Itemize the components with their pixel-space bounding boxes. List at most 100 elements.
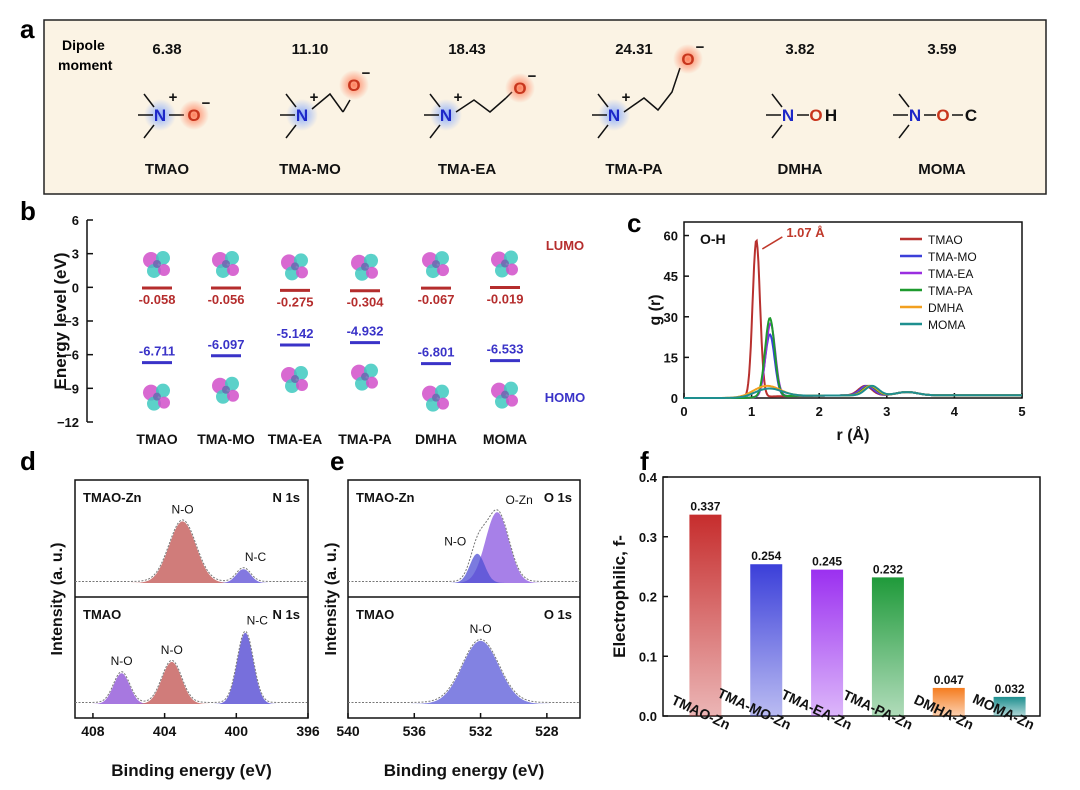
- negative-charge: −: [696, 39, 705, 56]
- oxygen-atom: O: [809, 106, 822, 125]
- y-tick-label: −9: [64, 381, 79, 396]
- orbital-illustration: [281, 253, 308, 281]
- bar: [932, 687, 965, 716]
- fitted-peak: [348, 553, 580, 583]
- y-tick-label: 0.3: [639, 530, 657, 545]
- x-axis-label: Binding energy (eV): [111, 761, 272, 780]
- x-tick-label: 3: [883, 404, 890, 419]
- dipole-value: 3.82: [785, 41, 814, 58]
- bar-value-label: 0.245: [812, 555, 842, 569]
- orbital-illustration: [212, 376, 239, 404]
- fitted-peak: [75, 521, 308, 583]
- positive-charge: +: [169, 89, 178, 106]
- lumo-value-label: -0.304: [347, 295, 385, 310]
- orbital-lobe: [153, 259, 161, 268]
- o-atom-glow: [505, 73, 535, 103]
- bar-value-label: 0.032: [995, 682, 1025, 696]
- methyl-bond: [285, 124, 297, 139]
- orbital-lobe: [432, 260, 440, 269]
- raw-data-envelope: [348, 509, 580, 582]
- homo-value-label: -6.533: [487, 342, 524, 357]
- y-tick-label: 45: [664, 269, 678, 284]
- nitrogen-atom: N: [782, 106, 794, 125]
- panel-label-f: f: [640, 446, 649, 476]
- panel-d-xps-n1s: 408 404 400 396 Binding energy (eV) Intensity…: [49, 479, 320, 780]
- x-tick-label: 540: [336, 723, 360, 739]
- bar-value-label: 0.254: [751, 549, 781, 563]
- oxygen-atom: O: [681, 50, 694, 69]
- carbon-atom: C: [965, 106, 977, 125]
- y-tick-label: −3: [64, 314, 79, 329]
- category-label: DMHA: [415, 431, 457, 447]
- molecule-name: DMHA: [778, 161, 823, 178]
- oxygen-atom: O: [513, 79, 526, 98]
- bar-value-label: 0.047: [934, 673, 964, 687]
- legend-label: DMHA: [928, 301, 963, 315]
- panel-a-box: [43, 19, 1047, 195]
- orbital-lobe: [366, 376, 378, 389]
- homo-value-label: -4.932: [347, 324, 384, 339]
- x-tick-label: 400: [225, 723, 249, 739]
- sample-label: TMAO: [356, 607, 394, 622]
- annotation-label: 1.07 Å: [786, 225, 825, 240]
- legend-label: TMA-PA: [928, 284, 972, 298]
- x-tick-label: 4: [951, 404, 959, 419]
- lumo-value-label: -0.275: [277, 294, 314, 309]
- orbital-lobe: [153, 392, 161, 401]
- methyl-bond: [771, 93, 783, 108]
- o-atom-glow: [179, 100, 209, 130]
- oxygen-atom: O: [347, 76, 360, 95]
- orbital-illustration: [351, 363, 378, 391]
- oxygen-atom: O: [936, 106, 949, 125]
- x-tick-label: 404: [153, 723, 177, 739]
- n-atom-glow: [430, 99, 462, 131]
- molecule-name: TMAO: [145, 161, 189, 178]
- methyl-bond: [771, 124, 783, 139]
- x-tick-label: 536: [403, 723, 427, 739]
- panel-label-a: a: [20, 14, 35, 44]
- orbital-lobe: [158, 396, 170, 409]
- y-tick-label: 3: [72, 247, 79, 262]
- methyl-bond: [143, 124, 155, 139]
- lumo-legend-label: LUMO: [546, 238, 584, 253]
- y-tick-label: 0.4: [639, 470, 658, 485]
- chart-title: O-H: [700, 231, 726, 247]
- x-axis-label: r (Å): [837, 425, 870, 444]
- orbital-illustration: [143, 383, 170, 411]
- y-tick-label: 0: [72, 280, 79, 295]
- nitrogen-atom: N: [440, 106, 452, 125]
- panel-e-xps-o1s: 540 536 532 528 Binding energy (eV) Intensity…: [323, 479, 581, 780]
- dipole-label-line1: Dipole: [62, 37, 105, 53]
- rdf-series-line: [684, 238, 1022, 399]
- orbital-lobe: [296, 379, 308, 392]
- orbital-lobe: [501, 390, 509, 399]
- methyl-bond: [898, 124, 910, 139]
- molecule-name: TMA-EA: [438, 161, 496, 178]
- core-level-label: O 1s: [544, 490, 572, 505]
- orbital-lobe: [366, 266, 378, 279]
- positive-charge: +: [622, 89, 631, 106]
- orbital-lobe: [291, 262, 299, 271]
- negative-charge: −: [528, 68, 537, 85]
- x-tick-label: 0: [680, 404, 687, 419]
- x-axis-label: Binding energy (eV): [384, 761, 545, 780]
- methyl-bond: [429, 124, 441, 139]
- positive-charge: +: [310, 89, 319, 106]
- y-tick-label: 0.2: [639, 590, 657, 605]
- y-tick-label: 60: [664, 229, 678, 244]
- homo-legend-label: HOMO: [545, 390, 585, 405]
- orbital-illustration: [491, 250, 518, 278]
- dipole-value: 11.10: [292, 41, 329, 58]
- homo-value-label: -6.097: [208, 337, 245, 352]
- y-axis-label: Intensity (a. u.): [49, 543, 66, 656]
- nitrogen-atom: N: [608, 106, 620, 125]
- legend-label: TMAO: [928, 233, 963, 247]
- x-tick-label: 528: [535, 723, 559, 739]
- positive-charge: +: [454, 89, 463, 106]
- y-axis-label: Energy level (eV): [51, 252, 70, 389]
- dipole-value: 18.43: [448, 41, 486, 58]
- orbital-lobe: [227, 263, 239, 276]
